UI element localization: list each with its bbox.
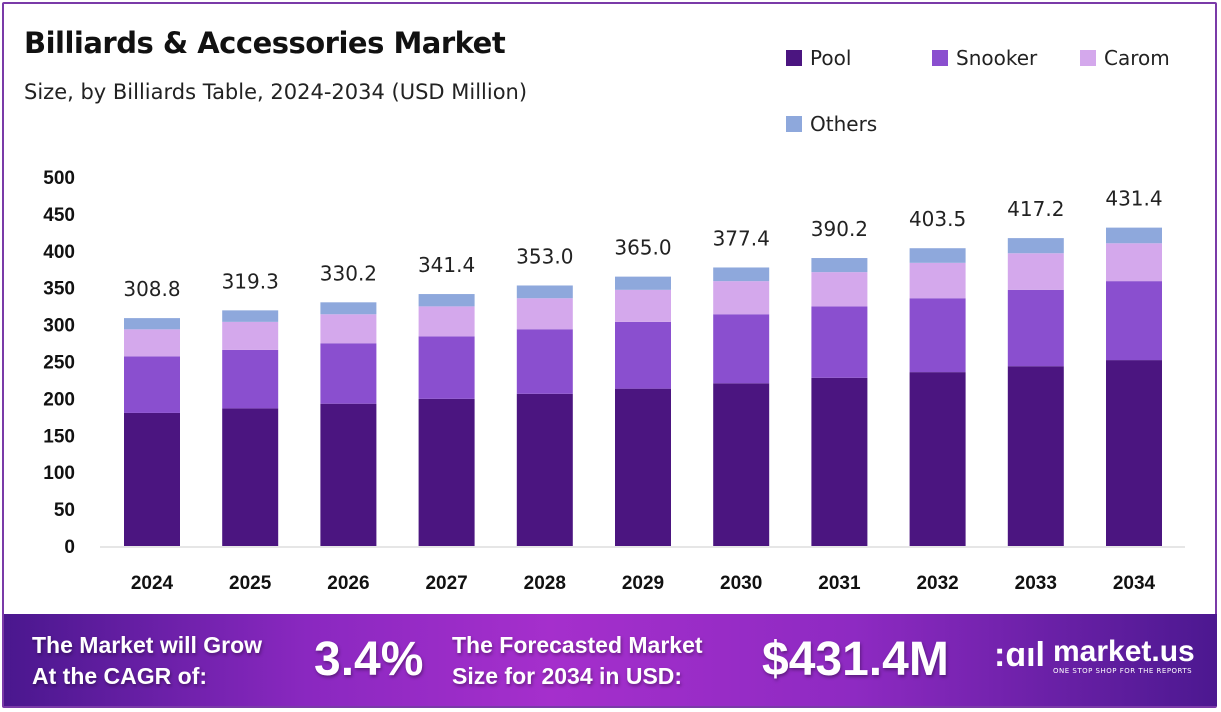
total-label: 417.2 (1007, 197, 1064, 221)
y-tick-label: 350 (43, 279, 75, 300)
brand-mark-icon: :ɑıl (994, 636, 1045, 674)
bar-segment-carom (811, 272, 868, 307)
bar-segment-snooker (811, 306, 868, 378)
bar-segment-carom (909, 262, 966, 299)
summary-banner: The Market will Grow At the CAGR of: 3.4%… (4, 614, 1217, 706)
y-tick-label: 500 (43, 168, 75, 189)
bar-segment-snooker (615, 321, 671, 389)
chart-title: Billiards & Accessories Market (24, 26, 506, 60)
brand-logo: :ɑıl market.us ONE STOP SHOP FOR THE REPO… (994, 634, 1195, 675)
bar-segment-others (909, 248, 966, 263)
bar-segment-others (1007, 238, 1064, 254)
x-tick-label: 2025 (229, 573, 272, 594)
bar-segment-others (516, 285, 573, 299)
chart-subtitle: Size, by Billiards Table, 2024-2034 (USD… (24, 80, 528, 104)
bar-segment-snooker (320, 343, 377, 404)
total-label: 308.8 (123, 277, 180, 301)
bar-segment-others (418, 294, 475, 307)
bar-segment-carom (615, 289, 671, 322)
x-tick-label: 2027 (425, 573, 467, 594)
bar-segment-snooker (124, 356, 180, 413)
legend-carom: Carom (1080, 46, 1170, 70)
bar-segment-snooker (1106, 281, 1162, 361)
x-tick-label: 2034 (1113, 573, 1156, 594)
x-tick-label: 2031 (818, 573, 861, 594)
bar-segment-others (1106, 227, 1162, 244)
bar-segment-carom (1007, 253, 1064, 290)
bar-segment-pool (615, 388, 671, 546)
x-tick-label: 2026 (327, 573, 369, 594)
x-tick-label: 2032 (916, 573, 958, 594)
y-tick-label: 200 (43, 389, 75, 410)
bar-segment-carom (320, 314, 377, 344)
legend-snooker: Snooker (932, 46, 1037, 70)
y-tick-label: 0 (64, 537, 75, 558)
bar-segment-pool (320, 403, 377, 546)
bar-segment-carom (418, 306, 475, 337)
legend-pool: Pool (786, 46, 851, 70)
bar-segment-snooker (1007, 289, 1064, 367)
x-tick-label: 2024 (131, 573, 174, 594)
legend-others: Others (786, 112, 877, 136)
bar-segment-others (811, 258, 868, 273)
y-tick-label: 150 (43, 426, 75, 447)
bar-segment-snooker (713, 314, 770, 384)
forecast-value: $431.4M (762, 633, 949, 686)
bar-segment-pool (222, 408, 279, 546)
y-tick-label: 250 (43, 353, 75, 374)
bar-segment-pool (1106, 360, 1162, 546)
cagr-label: The Market will Grow At the CAGR of: (32, 632, 263, 689)
bar-segment-snooker (222, 349, 279, 409)
bar-segment-carom (222, 321, 279, 350)
x-tick-label: 2030 (720, 573, 762, 594)
total-label: 341.4 (418, 253, 475, 277)
total-label: 319.3 (222, 269, 279, 293)
legend-swatch (932, 50, 948, 66)
cagr-value: 3.4% (314, 633, 424, 686)
bar-segment-snooker (909, 298, 966, 373)
bar-segment-others (615, 276, 671, 290)
bar-segment-pool (124, 412, 180, 546)
total-label: 390.2 (811, 217, 868, 241)
total-label: 365.0 (614, 236, 671, 260)
y-tick-label: 50 (54, 500, 75, 521)
legend-swatch (786, 116, 802, 132)
bar-segment-carom (713, 281, 770, 315)
forecast-label: The Forecasted Market Size for 2034 in US… (452, 632, 703, 689)
bar-segment-pool (418, 398, 475, 546)
bar-segment-others (124, 318, 180, 330)
legend-swatch (786, 50, 802, 66)
bar-segment-pool (909, 372, 966, 546)
x-tick-label: 2028 (524, 573, 566, 594)
bar-segment-pool (516, 393, 573, 546)
bar-segment-others (713, 267, 770, 282)
y-tick-label: 450 (43, 205, 75, 226)
bar-segment-carom (516, 298, 573, 330)
bar-segment-others (222, 310, 279, 322)
bar-segment-carom (124, 329, 180, 357)
bar-segment-snooker (516, 329, 573, 394)
bar-segment-others (320, 302, 377, 315)
stacked-bar-chart: 0 50 100 150 200 250 300 350 400 450 500 308.8 2024 3… (43, 168, 1185, 594)
total-label: 377.4 (713, 226, 770, 250)
bar-segment-pool (713, 383, 770, 546)
y-tick-label: 400 (43, 242, 75, 263)
x-tick-label: 2029 (622, 573, 664, 594)
bar-segment-pool (811, 377, 868, 546)
total-label: 403.5 (909, 207, 966, 231)
bar-segment-pool (1007, 366, 1064, 546)
bar-segment-carom (1106, 243, 1162, 282)
total-label: 353.0 (516, 244, 573, 268)
y-tick-label: 300 (43, 316, 75, 337)
legend-swatch (1080, 50, 1096, 66)
y-tick-label: 100 (43, 463, 75, 484)
x-tick-label: 2033 (1015, 573, 1057, 594)
bar-segment-snooker (418, 336, 475, 399)
total-label: 431.4 (1105, 187, 1162, 211)
total-label: 330.2 (320, 261, 377, 285)
